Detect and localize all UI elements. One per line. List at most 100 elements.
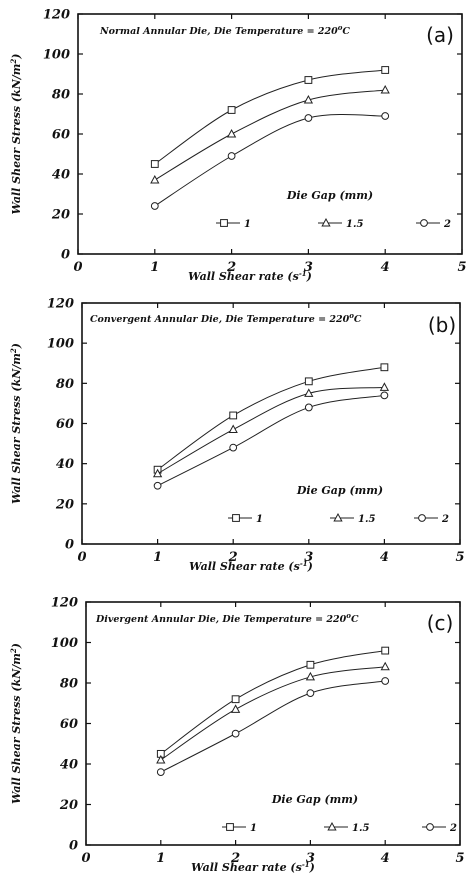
y-tick-label: 0 (65, 538, 74, 553)
legend-marker (327, 821, 337, 831)
panel-label: (a) (426, 23, 454, 47)
data-point (230, 704, 241, 713)
series-1 (153, 363, 389, 474)
y-tick-label: 120 (47, 297, 74, 312)
x-tick-label: 0 (73, 260, 82, 275)
series-line (160, 650, 386, 755)
y-tick-label: 60 (60, 717, 78, 732)
legend-marker (226, 823, 234, 831)
y-tick-label: 40 (56, 457, 74, 472)
plot-frame (85, 601, 461, 846)
data-point (380, 391, 389, 400)
legend-marker (420, 219, 428, 227)
y-tick-label: 20 (59, 798, 78, 813)
y-tick-label: 100 (43, 48, 70, 63)
data-point (381, 112, 390, 120)
x-tick-label: 2 (230, 851, 240, 866)
data-point (231, 695, 240, 704)
data-point (304, 403, 313, 412)
data-point (231, 729, 240, 738)
data-point (153, 481, 162, 490)
x-tick-label: 0 (77, 550, 86, 565)
x-tick-label: 2 (228, 550, 238, 565)
legend-title: Die Gap (mm) (286, 189, 373, 202)
series-1.5 (152, 382, 390, 478)
x-tick-label: 1 (150, 260, 159, 275)
series-1.5 (150, 84, 390, 184)
legend-marker (426, 823, 434, 831)
data-point (150, 174, 160, 184)
y-tick-label: 20 (55, 497, 74, 512)
data-point (152, 468, 163, 478)
x-axis-label: Wall Shear rate (s-1) (188, 269, 312, 284)
series-line (154, 69, 386, 165)
chart-title: Divergent Annular Die, Die Temperature =… (95, 611, 359, 626)
y-axis-label: Wall Shear Stress (kN/m2) (9, 53, 24, 214)
legend-label: 2 (449, 823, 457, 834)
panel-label: (b) (428, 313, 456, 337)
legend-label: 1.5 (346, 219, 363, 230)
legend-label: 1 (244, 219, 251, 230)
data-point (381, 646, 390, 655)
data-point (228, 424, 238, 434)
data-point (229, 411, 238, 420)
y-axis-label: Wall Shear Stress (kN/m2) (9, 343, 24, 504)
series-line (160, 680, 386, 773)
y-tick-label: 20 (51, 208, 70, 223)
data-point (227, 152, 236, 160)
chart-panel-2: 0 20 40 60 80 100 120 0 1 2 3 4 5 Wall Shear rate (s-… (9, 297, 465, 574)
y-tick-label: 120 (51, 596, 78, 611)
data-point (304, 377, 313, 386)
x-tick-label: 5 (457, 260, 466, 275)
chart-title: Convergent Annular Die, Die Temperature … (90, 311, 362, 326)
y-tick-label: 40 (52, 168, 70, 183)
y-tick-label: 60 (52, 128, 70, 143)
data-point (226, 128, 237, 138)
data-point (227, 106, 236, 114)
y-tick-label: 80 (56, 377, 74, 392)
x-tick-label: 2 (226, 260, 236, 275)
legend-label: 2 (441, 514, 449, 525)
legend-marker (232, 514, 240, 522)
y-tick-label: 80 (60, 677, 78, 692)
x-tick-label: 3 (306, 851, 315, 866)
data-point (306, 660, 315, 669)
data-point (381, 677, 390, 685)
x-tick-label: 5 (455, 550, 464, 565)
x-tick-label: 4 (381, 851, 390, 866)
data-point (229, 443, 238, 452)
data-point (150, 160, 159, 168)
legend-marker (333, 512, 343, 522)
x-tick-label: 4 (381, 260, 390, 275)
data-point (380, 661, 390, 671)
y-tick-label: 0 (69, 839, 78, 854)
data-point (306, 689, 315, 698)
x-tick-label: 5 (455, 851, 464, 866)
legend-label: 1 (250, 823, 257, 834)
data-point (380, 84, 390, 94)
legend-label: 2 (443, 219, 451, 230)
data-point (156, 754, 166, 764)
legend-label: 1 (256, 514, 263, 525)
series-line (160, 666, 386, 761)
legend-title: Die Gap (mm) (271, 793, 358, 806)
legend-title: Die Gap (mm) (296, 484, 383, 497)
data-point (156, 768, 165, 776)
legend-marker (321, 217, 331, 227)
legend-marker (220, 219, 228, 227)
y-axis-label: Wall Shear Stress (kN/m2) (9, 643, 24, 804)
x-axis-label: Wall Shear rate (s-1) (189, 559, 313, 574)
series-line (157, 386, 385, 475)
series-line (154, 114, 386, 207)
series-2 (150, 112, 390, 210)
x-tick-label: 3 (304, 260, 313, 275)
legend-label: 1.5 (358, 514, 375, 525)
series-2 (153, 391, 389, 490)
series-1 (156, 646, 390, 758)
x-tick-label: 4 (380, 550, 389, 565)
chart-panel-1: 0 20 40 60 80 100 120 0 1 2 3 4 5 Wall Shear rate (s-… (9, 8, 467, 284)
data-point (379, 382, 390, 391)
series-line (157, 366, 385, 471)
legend-label: 1.5 (352, 823, 369, 834)
